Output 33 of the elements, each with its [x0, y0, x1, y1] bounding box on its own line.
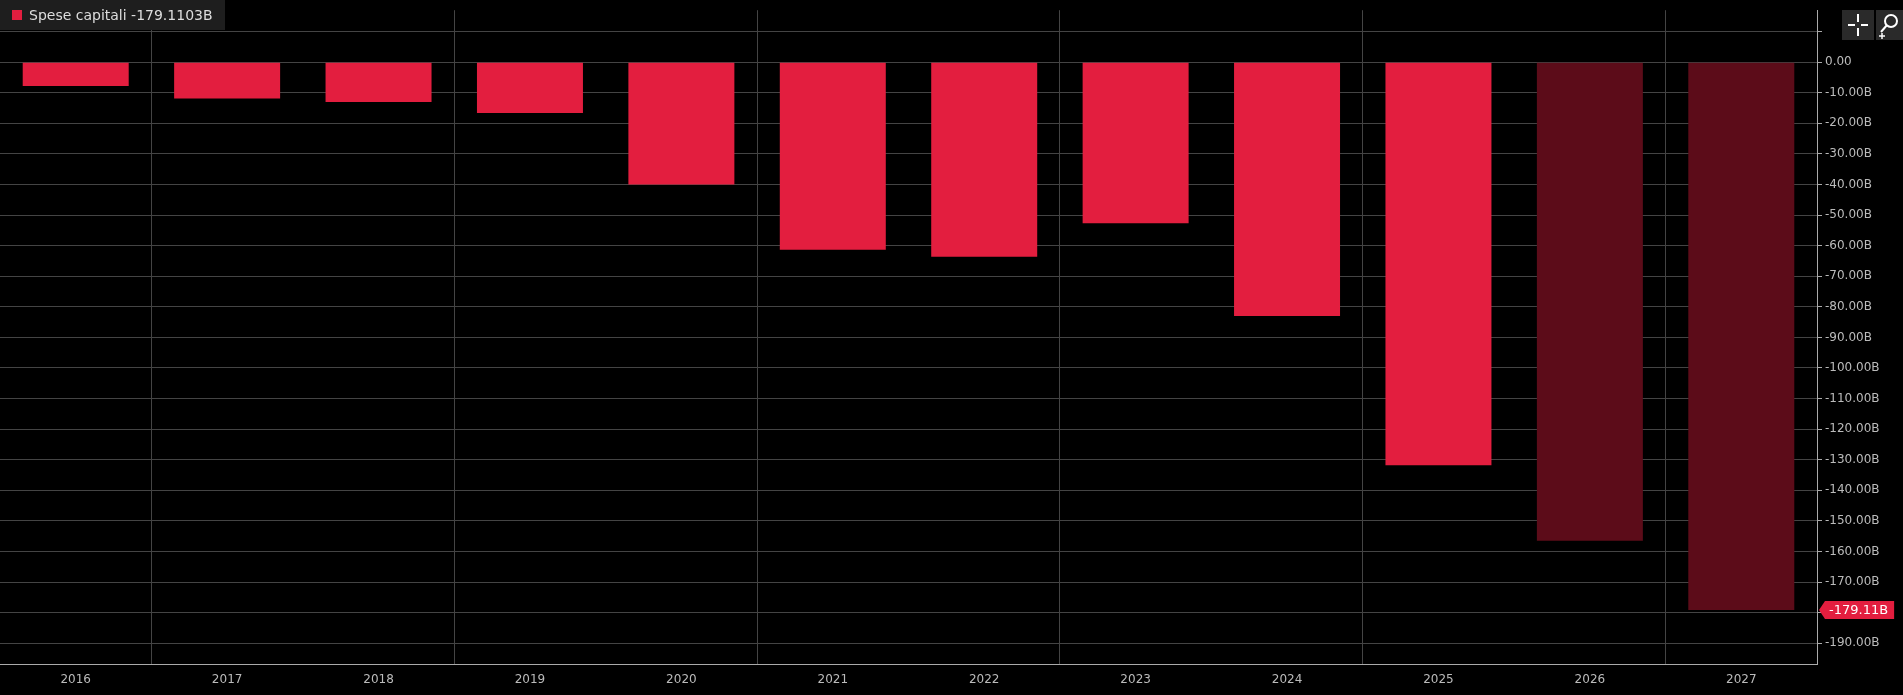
y-tick-label: 0.00 — [1825, 54, 1852, 69]
y-tick-label: -60.00B — [1825, 237, 1872, 252]
text: -179.11B — [1829, 602, 1889, 618]
y-tick-label: -20.00B — [1825, 115, 1872, 130]
x-tick-label: 2017 — [211, 671, 243, 686]
y-tick-label: -50.00B — [1825, 207, 1872, 222]
y-tick-label: -120.00B — [1825, 421, 1880, 436]
x-tick-label: 2027 — [1726, 671, 1757, 686]
x-tick-label: 2018 — [363, 671, 394, 686]
y-tick-label: -80.00B — [1825, 298, 1872, 313]
y-tick-label: -170.00B — [1825, 574, 1880, 589]
y-tick-label: -130.00B — [1825, 451, 1880, 466]
x-tick-label: 2024 — [1271, 671, 1303, 686]
y-tick-label: -90.00B — [1825, 329, 1872, 344]
y-tick-label: -160.00B — [1825, 543, 1880, 558]
x-tick-label: 2023 — [1120, 671, 1151, 686]
x-tick-label: 2016 — [60, 671, 91, 686]
x-tick-label: 2025 — [1423, 671, 1454, 686]
x-tick-label: 2019 — [514, 671, 546, 686]
y-tick-label: -40.00B — [1825, 176, 1872, 191]
y-tick-label: -100.00B — [1825, 360, 1880, 375]
y-tick-label: -150.00B — [1825, 513, 1880, 527]
y-tick-label: -10.00B — [1825, 84, 1872, 99]
y-tick-label: -140.00B — [1825, 482, 1880, 497]
y-tick-label: -30.00B — [1825, 146, 1872, 161]
legend-label: Spese capitali -179.1103B — [29, 7, 213, 23]
y-tick-label: -70.00B — [1825, 268, 1872, 283]
y-tick-label: -190.00B — [1825, 635, 1880, 650]
x-tick-label: 2021 — [817, 671, 849, 686]
x-tick-label: 2020 — [666, 671, 697, 686]
y-tick-label: -110.00B — [1825, 390, 1880, 405]
x-tick-label: 2022 — [968, 671, 1000, 686]
x-tick-label: 2026 — [1574, 671, 1606, 686]
